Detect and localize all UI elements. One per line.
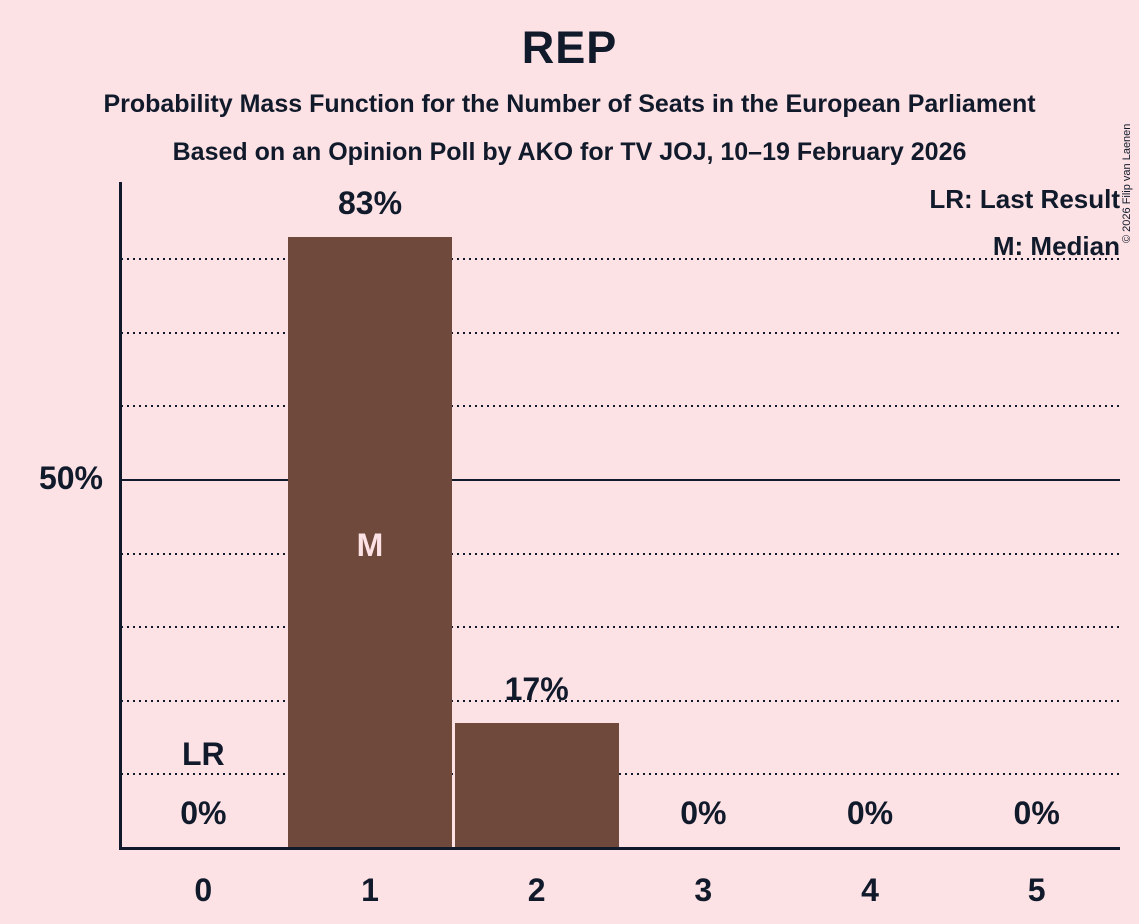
gridline-10pct [121,773,1120,776]
x-axis-line [119,847,1120,850]
legend-median: M: Median [992,231,1120,261]
gridline-30pct [121,626,1120,629]
x-tick-label-1: 1 [361,872,379,908]
gridline-20pct [121,699,1120,702]
y-axis-line [119,182,122,850]
x-tick-label-3: 3 [694,872,713,908]
x-tick-label-5: 5 [1027,872,1046,908]
gridline-40pct [121,552,1120,555]
bar-seat-2 [454,722,619,848]
y-axis-tick-label-50: 50% [38,460,103,496]
bar-value-label-seat-2: 17% [504,670,569,707]
bar-value-label-seat-3: 0% [680,795,727,831]
chart-subtitle-line2: Based on an Opinion Poll by AKO for TV J… [172,138,967,166]
bar-value-label-seat-5: 0% [1013,795,1060,831]
chart-title: REP [521,22,618,73]
gridline-70pct [121,331,1120,334]
legend-last-result: LR: Last Result [929,184,1120,214]
x-tick-label-0: 0 [194,872,213,908]
bar-value-label-seat-1: 83% [337,185,403,222]
annotation-last-result: LR [182,736,225,773]
x-tick-label-4: 4 [861,872,879,908]
copyright-notice: © 2026 Filip van Laenen [1121,123,1133,243]
gridline-80pct [121,258,1120,261]
gridline-60pct [121,405,1120,408]
bar-value-label-seat-4: 0% [846,795,894,831]
x-tick-label-2: 2 [527,872,546,908]
bar-seat-1 [288,237,452,848]
bar-value-label-seat-0: 0% [180,795,227,831]
gridline-50pct [121,479,1120,481]
annotation-median: M [356,526,384,563]
chart-subtitle-line1: Probability Mass Function for the Number… [103,90,1036,118]
